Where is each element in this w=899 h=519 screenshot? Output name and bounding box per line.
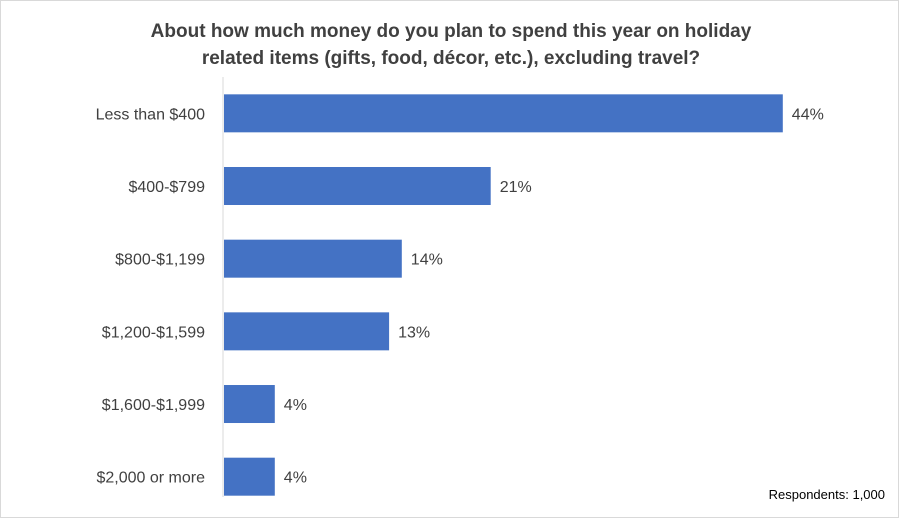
value-label: 14% <box>411 252 443 269</box>
respondents-note: Respondents: 1,000 <box>769 487 885 502</box>
category-label: $1,200-$1,599 <box>102 324 205 341</box>
chart-title-line-2: related items (gifts, food, décor, etc.)… <box>202 48 700 69</box>
value-label: 13% <box>398 324 430 341</box>
chart-title-line-1: About how much money do you plan to spen… <box>151 21 752 42</box>
value-label: 44% <box>792 106 824 123</box>
category-label: $1,600-$1,999 <box>102 397 205 414</box>
value-label: 4% <box>284 397 307 414</box>
bar <box>224 94 783 133</box>
category-label: Less than $400 <box>96 106 206 123</box>
category-label: $2,000 or more <box>96 470 205 487</box>
bar <box>224 167 491 206</box>
bar <box>224 457 275 496</box>
bar <box>224 385 275 424</box>
value-label: 21% <box>500 179 532 196</box>
value-label: 4% <box>284 470 307 487</box>
bar <box>224 239 402 278</box>
bar <box>224 312 390 351</box>
category-label: $400-$799 <box>128 179 205 196</box>
bars-group: Less than $400 44% $400-$799 21% $800-$1,199… <box>96 94 824 496</box>
category-label: $800-$1,199 <box>115 252 205 269</box>
